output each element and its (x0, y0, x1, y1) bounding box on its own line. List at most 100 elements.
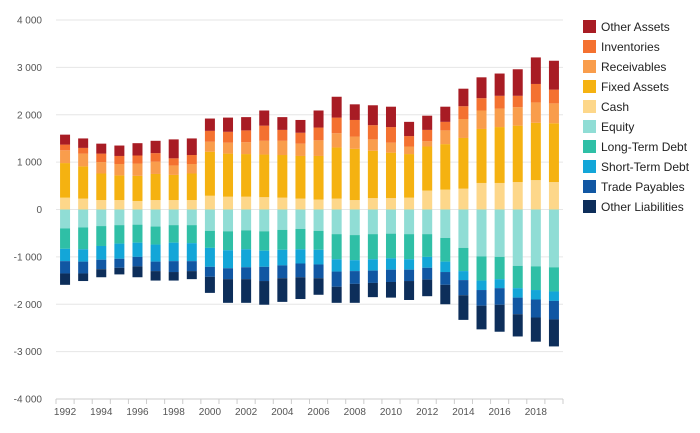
bar-segment (223, 131, 234, 143)
bar-segment (186, 261, 197, 272)
bar-segment (385, 233, 396, 259)
bar-segment (114, 164, 125, 176)
legend-swatch (583, 60, 596, 73)
bar-segment (241, 154, 252, 197)
y-tick-label: 4 000 (17, 16, 42, 27)
bar-segment (494, 95, 505, 109)
bar-segment (295, 263, 306, 278)
bar-segment (313, 209, 324, 231)
bar-segment (476, 290, 487, 306)
bar-segment (204, 141, 215, 152)
legend-item-label: Cash (601, 100, 629, 114)
bar-segment (96, 143, 107, 154)
bar-segment (313, 127, 324, 141)
bar-segment (313, 110, 324, 128)
bar-segment (349, 260, 360, 272)
legend-swatch (583, 100, 596, 113)
bar-segment (241, 249, 252, 268)
bar-segment (512, 314, 523, 337)
bar-segment (530, 266, 541, 291)
bar-segment (512, 125, 523, 183)
bar-segment (204, 130, 215, 142)
bar-segment (78, 249, 89, 262)
bar-segment (168, 209, 179, 226)
bar-segment (186, 225, 197, 244)
bar-segment (385, 198, 396, 210)
bar-segment (132, 256, 143, 267)
bar-segment (223, 153, 234, 197)
bar-segment (96, 162, 107, 174)
legend-item-label: Other Assets (601, 20, 670, 34)
bar-segment (78, 198, 89, 210)
bar-segment (494, 127, 505, 183)
legend-swatch (583, 200, 596, 213)
x-tick-label: 1998 (163, 407, 186, 418)
bar-segment (150, 244, 161, 262)
bar-segment (168, 261, 179, 273)
bar-segment (458, 247, 469, 272)
bar-segment (96, 226, 107, 246)
bar-segment (241, 130, 252, 143)
bar-segment (114, 209, 125, 226)
y-tick-label: -2 000 (14, 300, 43, 311)
bar-segment (440, 272, 451, 285)
bar-segment (548, 60, 559, 90)
bar-segment (530, 122, 541, 181)
bar-segment (223, 117, 234, 132)
bar-segment (277, 155, 288, 198)
bar-segment (259, 140, 270, 155)
bar-segment (512, 265, 523, 289)
bar-segment (204, 151, 215, 196)
bar-segment (259, 110, 270, 126)
bar-segment (349, 235, 360, 261)
legend: Other Assets Inventories Receivables Fixed … (583, 20, 690, 214)
bar-segment (494, 256, 505, 280)
bar-segment (349, 283, 360, 303)
bar-segment (60, 134, 71, 145)
bar-segment (367, 234, 378, 260)
bar-segment (494, 73, 505, 96)
grid (56, 19, 563, 400)
bar-segment (168, 158, 179, 166)
bar-segment (530, 180, 541, 210)
bar-segment (241, 142, 252, 155)
bar-segment (277, 278, 288, 302)
bar-segment (277, 209, 288, 230)
bar-segment (367, 150, 378, 199)
bar-segment (331, 259, 342, 272)
bar-segment (150, 153, 161, 162)
legend-item-label: Equity (601, 120, 634, 134)
bar-segment (349, 104, 360, 120)
bar-segment (96, 153, 107, 163)
x-tick-label: 1996 (126, 407, 149, 418)
legend-swatch (583, 20, 596, 33)
bar-segment (204, 195, 215, 210)
legend-item-label: Other Liabilities (601, 200, 684, 214)
bar-segment (223, 209, 234, 232)
bar-segment (404, 136, 415, 147)
bar-segment (60, 248, 71, 262)
bar-segment (548, 123, 559, 183)
bar-segment (132, 224, 143, 243)
bar-segment (168, 200, 179, 210)
bar-segment (78, 273, 89, 282)
bar-segment (476, 128, 487, 183)
bar-segment (223, 268, 234, 280)
bar-segment (331, 198, 342, 210)
bar-segment (78, 227, 89, 250)
bar-segment (114, 225, 125, 244)
bar-segment (494, 209, 505, 257)
bar-segment (168, 225, 179, 243)
bar-segment (476, 209, 487, 257)
bar-segment (349, 119, 360, 137)
bar-segment (186, 271, 197, 280)
bar-segment (385, 142, 396, 153)
bar-segment (96, 173, 107, 201)
bar-segment (60, 273, 71, 285)
bar-segment (331, 209, 342, 235)
bar-segment (440, 237, 451, 262)
bar-segment (494, 288, 505, 305)
bar-segment (78, 153, 89, 167)
bar-segment (404, 281, 415, 300)
bar-segment (60, 150, 71, 164)
